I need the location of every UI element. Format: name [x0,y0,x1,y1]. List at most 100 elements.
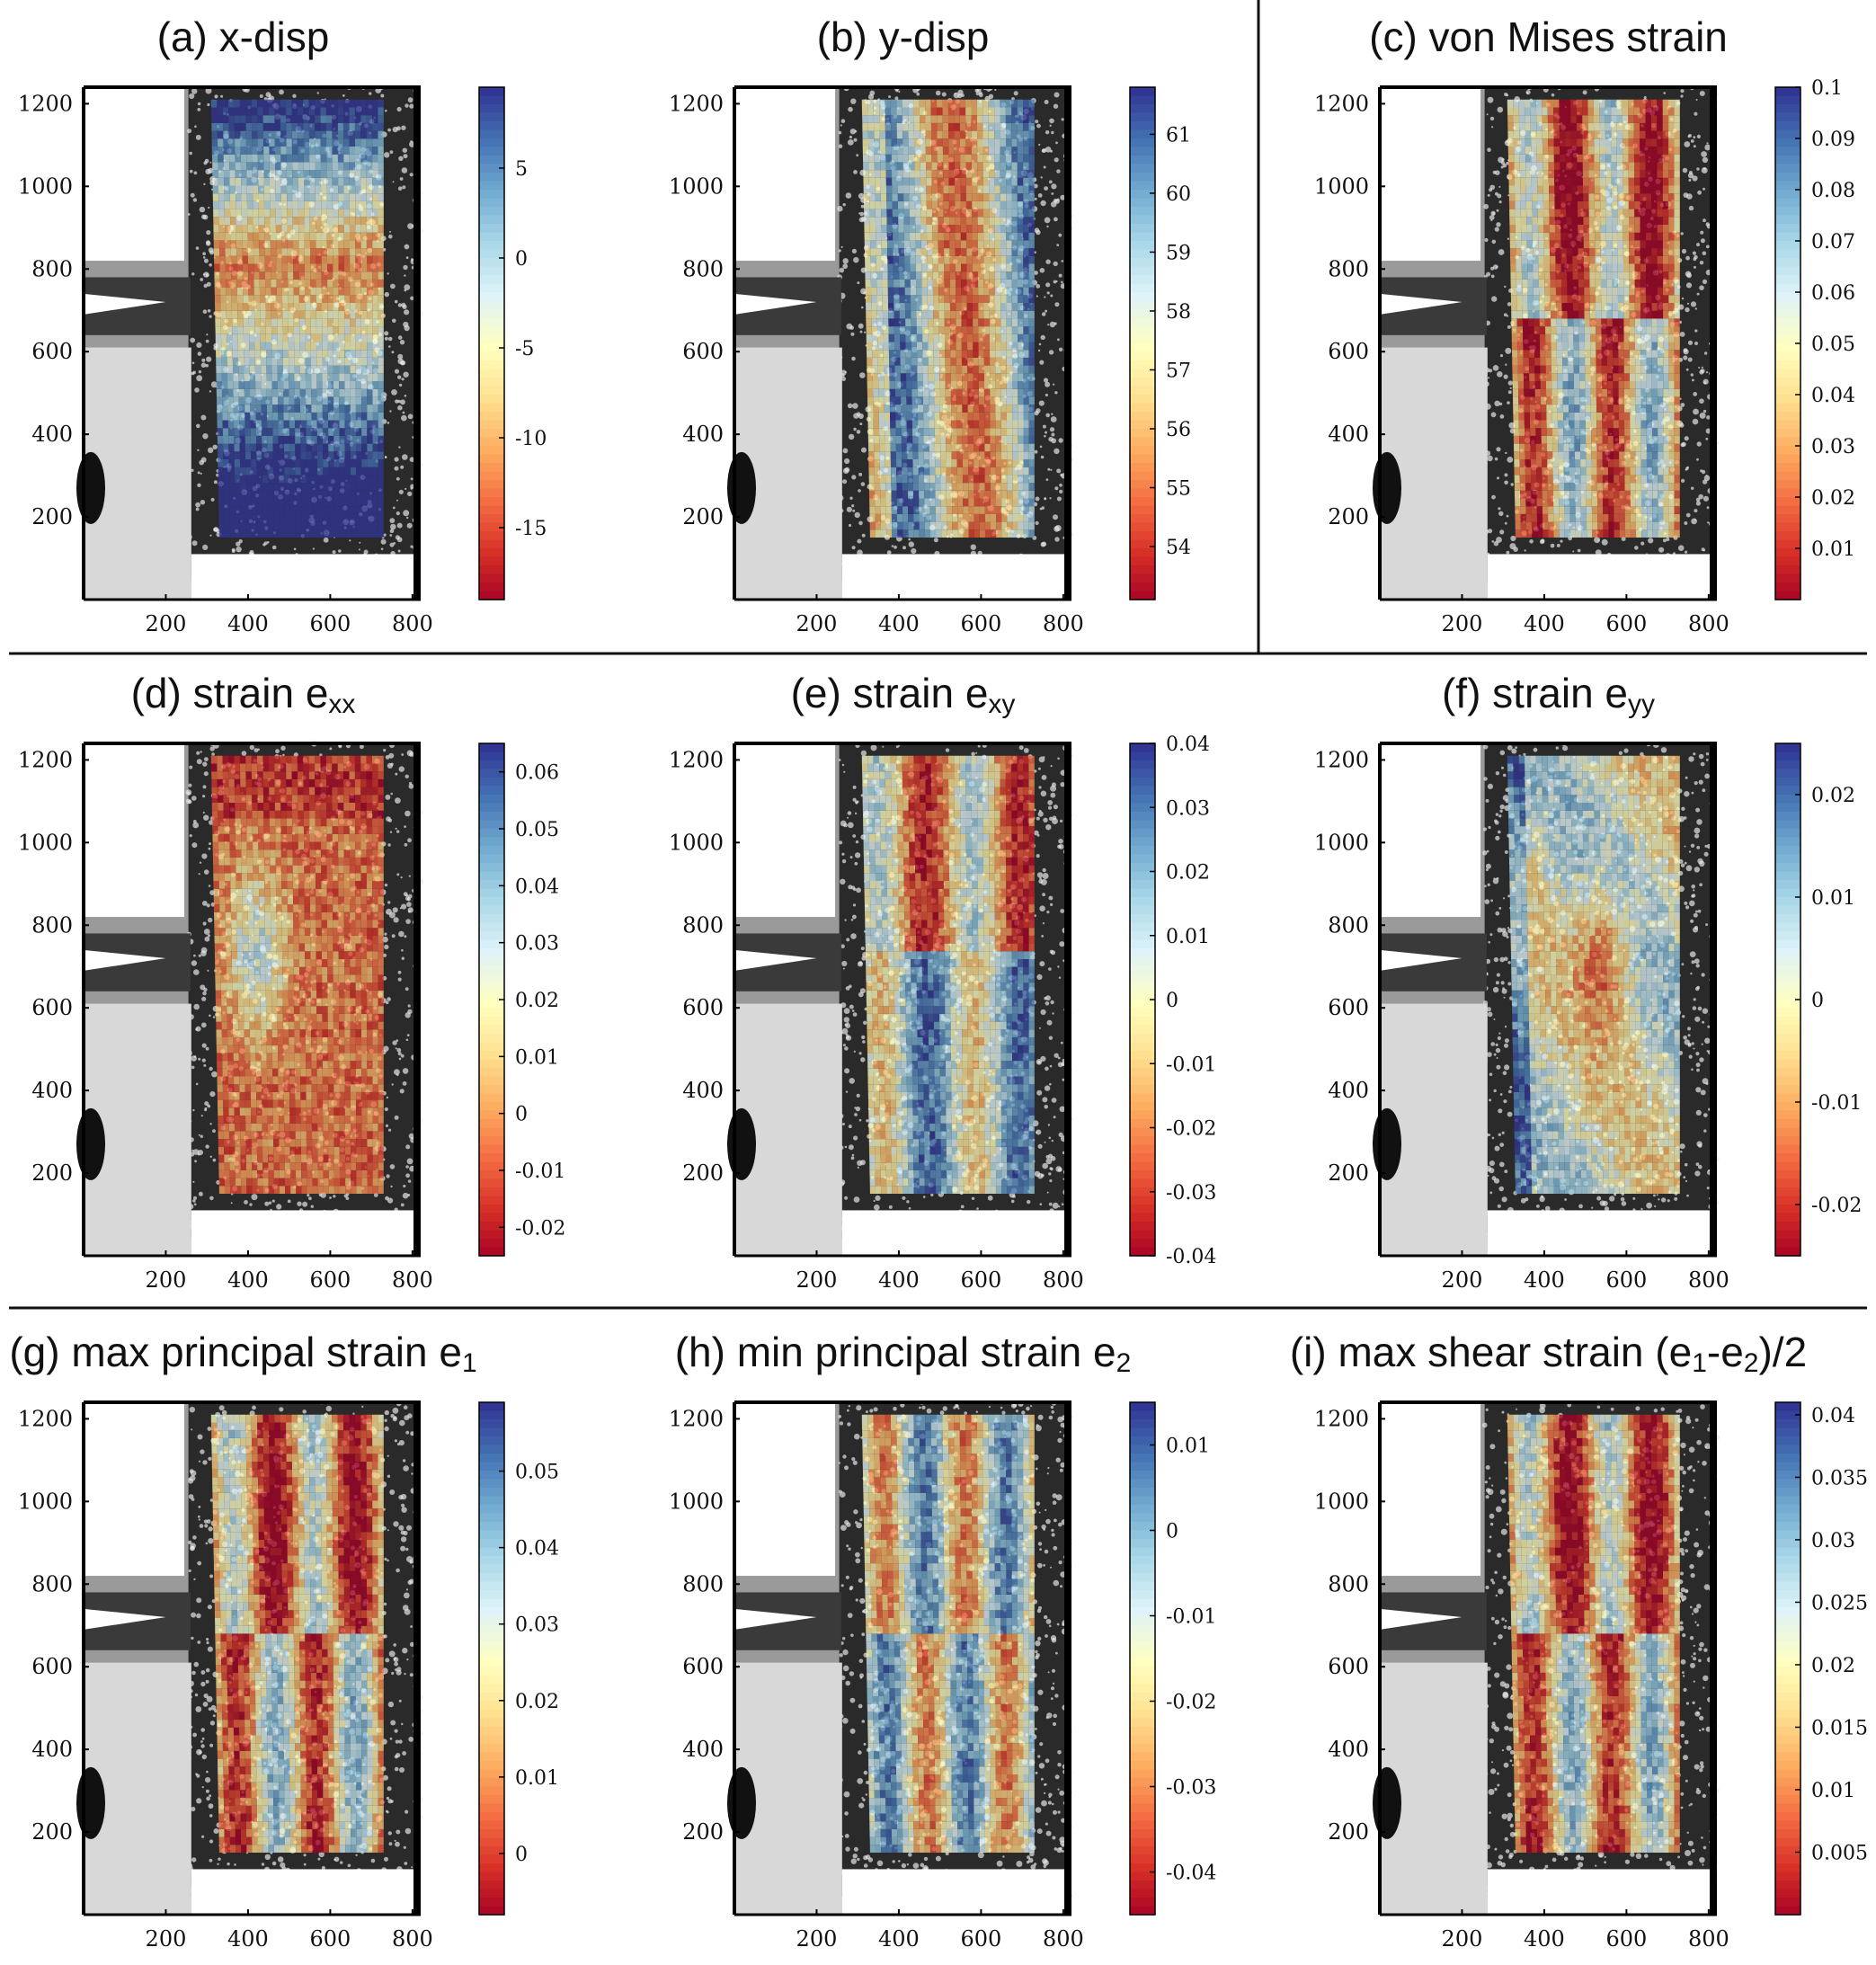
colorbar-tick-label: 0.035 [1811,1467,1868,1489]
y-tick-label: 1000 [669,830,724,855]
y-tick-label: 1000 [18,173,73,199]
x-tick-label: 600 [1605,1926,1647,1952]
panel-e: (e) strain exy 200 400 600 800 1000 1200 200 400… [669,670,1217,1293]
y-tick-label: 200 [31,1819,73,1845]
y-tick-label: 1200 [1314,747,1369,772]
x-tick-label: 400 [878,611,920,636]
colorbar-tick-label: 0 [515,1104,528,1126]
y-tick-label: 1000 [669,173,724,199]
x-tick-label: 200 [1442,611,1483,636]
y-tick-label: 600 [682,995,724,1020]
colorbar-tick-label: 5 [515,158,528,181]
y-tick-label: 200 [682,1819,724,1845]
bottom-gap [1487,1869,1717,1915]
panel-d: (d) strain exx 200 400 600 800 1000 1200 200 400… [18,670,566,1293]
colorbar-tick-label: 0.06 [1811,282,1855,305]
colorbar-tick-label: 56 [1166,419,1191,441]
x-tick-label: 200 [796,1926,838,1952]
bottom-gap [191,1210,421,1256]
y-tick-label: 800 [1328,912,1369,938]
colorbar: 0.01 0 -0.01 -0.02 -0.03 -0.04 [1129,1401,1216,1916]
panel-title: (g) max principal strain e1 [9,1329,476,1378]
y-tick-label: 400 [1328,422,1369,447]
fixture-top [734,1402,836,1577]
y-tick-label: 200 [1328,504,1369,529]
colorbar-tick-label: 59 [1166,242,1191,264]
colorbar-tick-label: -0.04 [1166,1863,1216,1885]
y-tick-label: 200 [31,504,73,529]
x-tick-label: 800 [392,611,433,636]
colorbar-tick-label: 58 [1166,301,1191,324]
x-tick-label: 200 [1442,1267,1483,1293]
x-tick-label: 800 [1688,1267,1729,1293]
panel-a: (a) x-disp 200 400 600 800 1000 1200 200 400 600 8… [18,13,547,636]
strain-field [210,1414,384,1853]
x-tick-label: 200 [146,611,187,636]
colorbar-tick-label: 0.02 [1166,862,1210,885]
notch [734,293,817,315]
y-tick-label: 600 [682,339,724,364]
colorbar-tick-label: 0.02 [515,1691,559,1713]
colorbar-tick-label: 61 [1166,124,1191,147]
colorbar-tick-label: -0.03 [1166,1777,1216,1800]
colorbar-tick-label: 0 [1166,1521,1178,1543]
panel-title: (e) strain exy [791,670,1016,719]
panel-title: (a) x-disp [157,13,330,60]
colorbar-tick-label: 0 [515,1844,528,1866]
panel-c: (c) von Mises strain 200 400 600 800 1000 1200… [1314,13,1855,636]
x-tick-label: 600 [960,611,1001,636]
x-tick-label: 600 [960,1926,1001,1952]
y-tick-label: 400 [31,1078,73,1103]
strain-field [861,99,1035,538]
bottom-gap [1487,554,1717,600]
x-tick-label: 600 [960,1267,1001,1293]
fixture-hole [727,1107,756,1180]
y-tick-label: 600 [1328,1654,1369,1679]
fixture-top [734,743,836,918]
colorbar-tick-label: 0.015 [1811,1717,1868,1739]
y-tick-label: 600 [31,1654,73,1679]
colorbar-tick-label: 0.02 [1811,1655,1855,1677]
x-tick-label: 400 [878,1267,920,1293]
fixture-hole [1373,1766,1401,1839]
colorbar-tick-label: -0.01 [1811,1092,1862,1115]
colorbar-tick-label: 0.01 [515,1767,559,1790]
colorbar-tick-label: 0.07 [1811,231,1855,253]
colorbar-tick-label: 0.02 [515,990,559,1012]
y-tick-label: 1200 [669,747,724,772]
colorbar-tick-label: 0.04 [1811,1405,1855,1427]
x-tick-label: 200 [796,1267,838,1293]
strain-field [1507,755,1680,1194]
x-tick-label: 400 [227,1267,269,1293]
y-tick-label: 600 [682,1654,724,1679]
colorbar-tick-label: -0.01 [1166,1606,1216,1629]
x-tick-label: 600 [309,1267,351,1293]
y-tick-label: 1000 [1314,1489,1369,1514]
fixture-top [84,1402,185,1577]
fixture-top [84,743,185,918]
colorbar-tick-label: 0.01 [1811,538,1855,561]
colorbar-tick-label: 0.06 [515,762,559,785]
colorbar-tick-label: -10 [515,428,547,450]
bottom-gap [841,1869,1071,1915]
colorbar-tick-label: -0.04 [1166,1246,1216,1268]
notch [84,1608,166,1630]
y-tick-label: 400 [682,1078,724,1103]
y-tick-label: 1200 [1314,91,1369,116]
y-tick-label: 800 [682,256,724,281]
panel-title: (d) strain exx [131,670,356,719]
colorbar-tick-label: 0.09 [1811,129,1855,151]
x-tick-label: 200 [146,1267,187,1293]
y-tick-label: 800 [682,1571,724,1596]
fixture-hole [1373,1107,1401,1180]
fixture-hole [76,1107,105,1180]
bottom-gap [191,1869,421,1915]
colorbar: 0.06 0.05 0.04 0.03 0.02 0.01 0 -0.01 -0.02 [478,742,565,1257]
y-tick-label: 800 [31,1571,73,1596]
colorbar: 0.1 0.09 0.08 0.07 0.06 0.05 0.04 0.03 0.02 0.01 [1774,77,1855,600]
y-tick-label: 1000 [18,830,73,855]
colorbar-tick-label: 0.04 [515,1538,559,1560]
y-tick-label: 800 [1328,256,1369,281]
y-tick-label: 600 [31,995,73,1020]
fixture-top [84,87,185,262]
